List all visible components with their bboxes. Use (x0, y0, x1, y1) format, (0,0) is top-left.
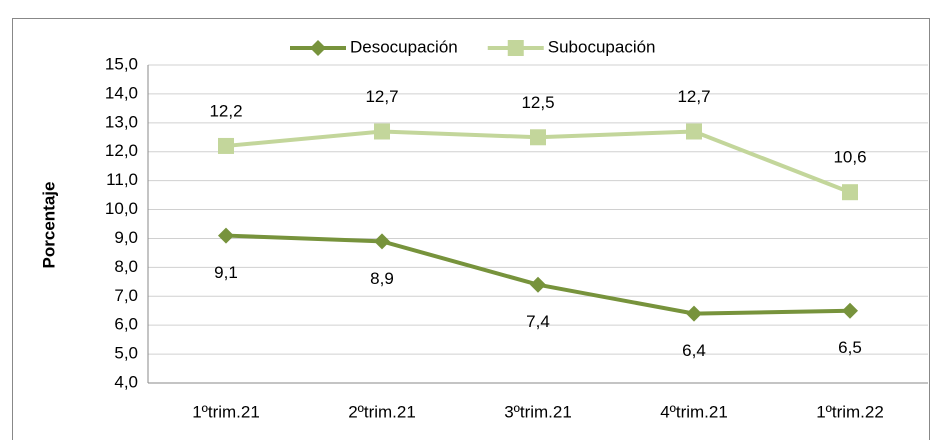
data-label: 6,4 (682, 341, 706, 360)
point (686, 123, 702, 140)
point (842, 302, 858, 319)
legend-label: Subocupación (548, 37, 656, 56)
point (374, 233, 390, 250)
data-label: 9,1 (214, 263, 238, 282)
point (842, 184, 858, 201)
point (218, 137, 234, 154)
chart-border (12, 18, 930, 440)
y-tick-label: 12,0 (105, 141, 138, 160)
data-label: 7,4 (526, 312, 550, 331)
point (374, 123, 390, 140)
x-tick-label: 4ºtrim.21 (660, 402, 728, 421)
point (530, 129, 546, 146)
x-tick-label: 3ºtrim.21 (504, 402, 572, 421)
y-tick-label: 6,0 (114, 315, 138, 334)
data-label: 12,7 (677, 87, 710, 106)
y-tick-label: 4,0 (114, 372, 138, 391)
legend-marker (507, 40, 524, 56)
data-label: 8,9 (370, 269, 394, 288)
data-label: 6,5 (838, 338, 862, 357)
y-tick-label: 14,0 (105, 83, 138, 102)
y-tick-label: 8,0 (114, 257, 138, 276)
y-tick-label: 10,0 (105, 199, 138, 218)
y-tick-label: 11,0 (106, 170, 138, 189)
y-axis-label: Porcentaje (39, 182, 58, 269)
y-tick-label: 5,0 (114, 344, 138, 363)
data-label: 12,7 (365, 87, 398, 106)
legend-marker (310, 40, 326, 56)
data-label: 12,2 (209, 101, 242, 120)
y-tick-label: 13,0 (105, 112, 138, 131)
legend-label: Desocupación (350, 37, 458, 56)
data-label: 10,6 (833, 148, 866, 167)
point (530, 276, 546, 293)
point (218, 227, 234, 244)
x-tick-label: 2ºtrim.21 (348, 402, 416, 421)
y-tick-label: 9,0 (114, 228, 138, 247)
x-tick-label: 1ºtrim.21 (192, 402, 260, 421)
y-tick-label: 7,0 (114, 286, 138, 305)
point (686, 305, 702, 322)
x-tick-label: 1ºtrim.22 (816, 402, 884, 421)
y-tick-label: 15,0 (105, 54, 138, 73)
data-label: 12,5 (521, 93, 554, 112)
